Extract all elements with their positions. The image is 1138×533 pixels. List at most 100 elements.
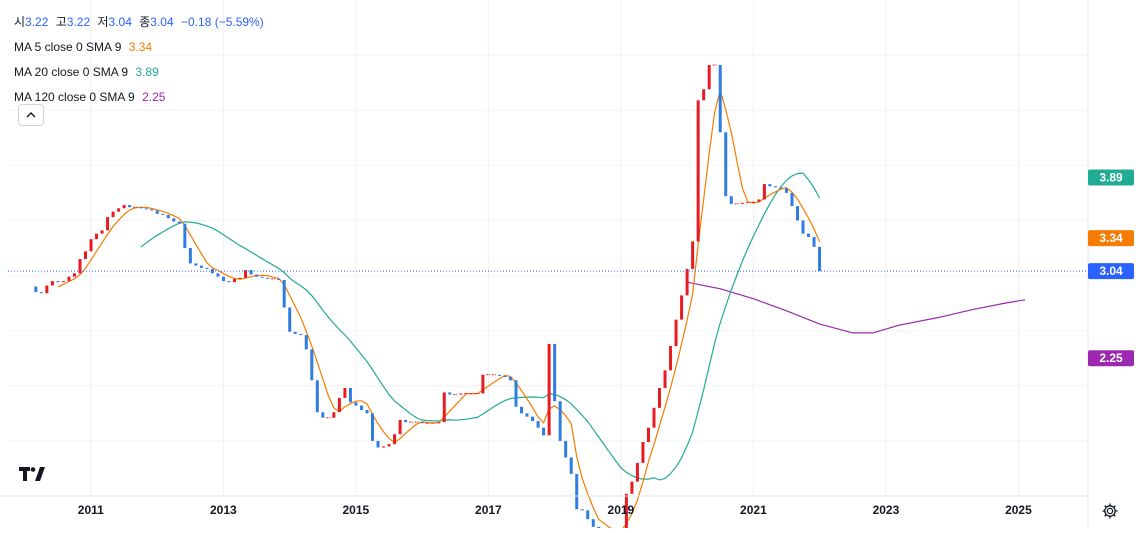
candle [34,286,38,293]
gear-icon [1102,503,1118,519]
x-tick-label: 2017 [475,503,502,517]
candle [50,281,54,286]
candle [569,457,573,474]
chart-settings-button[interactable] [1098,500,1122,522]
candle [812,236,816,247]
candle [166,214,170,219]
candle [790,192,794,207]
candle [751,201,755,203]
candle [293,331,297,334]
candle [122,205,126,209]
candle [387,444,391,447]
price-label-text: 3.04 [1099,264,1123,278]
candle [547,343,551,436]
candle [111,211,115,218]
candle [150,209,154,211]
candle [359,405,363,411]
high-key: 고 [55,15,67,29]
candle [707,65,711,90]
candle [795,206,799,221]
candle [155,210,159,214]
ma5-label: MA 5 close 0 SMA 9 [14,40,122,54]
price-label-box [1088,169,1134,186]
candle [531,416,535,422]
x-tick-label: 2019 [608,503,635,517]
candle [354,402,358,406]
candle [437,422,441,424]
candle [139,207,143,209]
candle [343,387,347,398]
candle [724,132,728,197]
candle [371,413,375,441]
candle [161,213,165,215]
high-value: 3.22 [66,15,91,29]
candle [575,473,579,510]
candle [89,239,93,252]
candle [536,421,540,428]
ma120-series [686,281,1026,334]
ma120-label: MA 120 close 0 SMA 9 [14,90,135,104]
x-tick-label: 2011 [78,503,104,517]
candle [669,346,673,371]
candle [442,392,446,423]
candle [497,374,501,376]
x-tick-label: 2013 [210,503,237,517]
ma5-legend[interactable]: MA 5 close 0 SMA 9 3.34 [14,35,264,60]
candle [680,295,684,320]
ma120-line [686,281,1026,334]
candle [39,292,43,294]
candle [641,441,645,463]
candle [420,422,424,424]
ma20-line [140,172,821,481]
candle [635,462,639,482]
candle [266,277,270,279]
price-label-box [1088,350,1134,367]
candle [67,276,71,282]
candle [365,410,369,414]
low-key: 저 [97,15,109,29]
candle [128,205,132,208]
ma120-value: 2.25 [142,90,166,104]
candle [448,392,452,395]
candle [382,446,386,448]
candle [658,387,662,408]
ma120-legend[interactable]: MA 120 close 0 SMA 9 2.25 [14,85,264,110]
candle [696,100,700,242]
x-tick-label: 2023 [873,503,900,517]
tradingview-logo[interactable] [14,460,50,488]
ma20-series [140,172,821,481]
open-key: 시 [14,15,26,29]
candle [56,281,60,283]
candle [177,221,181,224]
change-value: −0.18 (−5.59%) [181,15,264,29]
candle [95,233,99,240]
x-tick-label: 2025 [1005,503,1032,517]
candle [45,285,49,294]
candle [630,481,634,494]
collapse-legend-button[interactable] [18,104,44,126]
candle [100,230,104,234]
price-label-box [1088,230,1134,247]
low-value: 3.04 [108,15,132,29]
candle [762,184,766,200]
candle [652,407,656,428]
candle [553,343,557,402]
candle [740,202,744,204]
candle [348,387,352,403]
candle [542,427,546,436]
ma20-value: 3.89 [135,65,159,79]
candle [591,519,595,527]
candle [514,380,518,407]
price-label-box [1088,263,1134,280]
candle [807,233,811,237]
candle [393,434,397,445]
ma20-legend[interactable]: MA 20 close 0 SMA 9 3.89 [14,60,264,85]
candle [172,218,176,222]
candle [61,281,65,283]
price-labels: 3.89 3.34 3.04 2.25 [1088,169,1134,367]
tradingview-logo-icon [19,467,45,481]
candle [199,265,203,268]
